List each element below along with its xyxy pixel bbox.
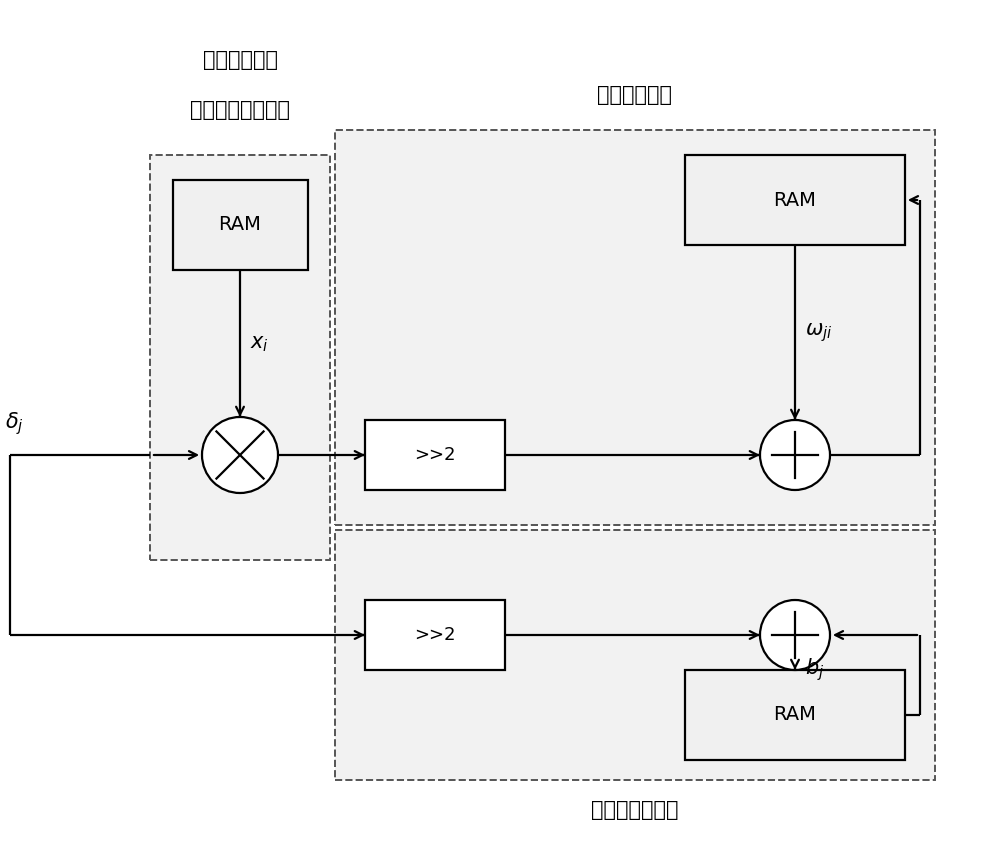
Bar [365, 600, 505, 670]
Bar [335, 530, 935, 780]
Text: 权值更新模块: 权值更新模块 [598, 85, 672, 105]
Bar [685, 670, 905, 760]
Text: $x_i$: $x_i$ [250, 334, 269, 354]
Text: $\omega_{ji}$: $\omega_{ji}$ [805, 321, 833, 344]
Circle shape [760, 600, 830, 670]
Text: RAM: RAM [774, 706, 816, 725]
Circle shape [202, 417, 278, 493]
Circle shape [760, 420, 830, 490]
Text: 偏置项更新模块: 偏置项更新模块 [591, 800, 679, 820]
Text: >>2: >>2 [414, 446, 456, 464]
Bar [685, 155, 905, 245]
Text: >>2: >>2 [414, 626, 456, 644]
Text: 权值梯度计算模块: 权值梯度计算模块 [190, 100, 290, 120]
Text: $\delta_j$: $\delta_j$ [5, 410, 24, 437]
Text: RAM: RAM [774, 190, 816, 209]
Bar [150, 155, 330, 560]
Bar [173, 180, 308, 270]
Text: RAM: RAM [219, 215, 261, 234]
Text: $b_j$: $b_j$ [805, 657, 824, 683]
Bar [365, 420, 505, 490]
Bar [335, 130, 935, 525]
Text: 全连接输出层: 全连接输出层 [202, 50, 278, 70]
